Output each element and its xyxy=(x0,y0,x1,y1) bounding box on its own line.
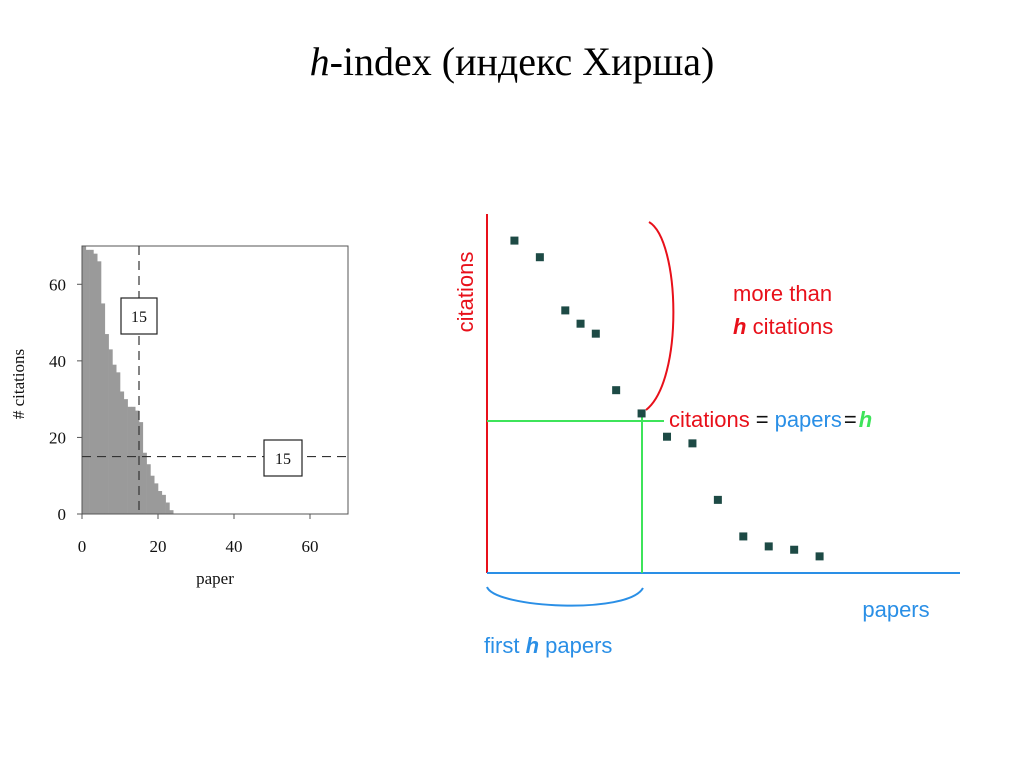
histogram-ticks: 0 20 40 60 0 20 40 60 xyxy=(49,275,319,556)
histogram-bar xyxy=(150,475,155,514)
y-tick-label: 0 xyxy=(58,505,67,524)
histogram-bar xyxy=(93,253,98,514)
h-value-top: 15 xyxy=(131,309,147,326)
histogram-bars xyxy=(82,246,174,515)
y-tick-label: 40 xyxy=(49,352,66,371)
more-than-label-line1: more than xyxy=(733,281,832,306)
paper-point xyxy=(739,532,748,541)
histogram-bar xyxy=(161,494,166,514)
y-tick-label: 20 xyxy=(49,428,66,447)
histogram-x-label: paper xyxy=(196,569,234,588)
paper-point xyxy=(764,542,773,551)
histogram-bar xyxy=(146,464,151,514)
eq-sign-2: = xyxy=(844,407,857,432)
eq-h: h xyxy=(859,407,872,432)
histogram-bar xyxy=(169,510,174,514)
histogram-bar xyxy=(158,491,163,514)
histogram-bar xyxy=(85,249,90,515)
histogram-bar xyxy=(120,391,125,514)
histogram-bar xyxy=(142,452,147,514)
histogram-frame xyxy=(81,245,349,515)
histogram-bar xyxy=(131,406,136,514)
citation-histogram: 0 20 40 60 0 20 40 60 15 15 paper # citations xyxy=(9,245,349,588)
eq-citations: citations xyxy=(669,407,750,432)
paper-point xyxy=(713,495,722,504)
paper-point xyxy=(815,552,824,561)
paper-point xyxy=(663,432,672,441)
eq-sign-1: = xyxy=(756,407,769,432)
histogram-bar xyxy=(123,399,128,514)
title-h: h xyxy=(309,39,330,84)
slide-title: h-index (индекс Хирша) xyxy=(0,38,1024,85)
more-than-h: h xyxy=(733,314,746,339)
histogram-y-label: # citations xyxy=(9,349,28,419)
equality-label: citations = papers=h xyxy=(669,407,872,432)
x-tick-label: 0 xyxy=(78,537,87,556)
first-papers: papers xyxy=(539,633,612,658)
h-value-right: 15 xyxy=(275,451,291,468)
first-h-papers-label: first h papers xyxy=(484,633,612,658)
x-tick-label: 20 xyxy=(150,537,167,556)
histogram-bar xyxy=(97,261,102,514)
paper-point xyxy=(576,319,585,328)
paper-point xyxy=(688,439,697,448)
paper-point xyxy=(561,306,570,315)
y-tick-label: 60 xyxy=(49,275,66,294)
histogram-bar xyxy=(165,502,170,514)
h-index-schematic: citations papers more than h citations c… xyxy=(453,214,960,658)
x-tick-label: 60 xyxy=(302,537,319,556)
paper-point xyxy=(591,329,600,338)
histogram-bar xyxy=(127,406,132,514)
more-than-h-bracket xyxy=(645,221,675,411)
citations-axis-label: citations xyxy=(453,252,478,333)
h-value-box-top xyxy=(120,297,158,335)
x-tick-label: 40 xyxy=(226,537,243,556)
paper-point xyxy=(510,236,519,245)
papers-axis-label: papers xyxy=(862,597,929,622)
histogram-bar xyxy=(82,246,87,514)
first-h: h xyxy=(526,633,539,658)
histogram-bar xyxy=(135,410,140,514)
paper-point xyxy=(612,386,621,395)
more-than-label-line2: h citations xyxy=(733,314,833,339)
histogram-bar xyxy=(108,349,113,514)
histogram-bar xyxy=(154,483,159,514)
eq-papers: papers xyxy=(775,407,842,432)
histogram-bar xyxy=(89,249,94,515)
h-value-box-right xyxy=(263,439,303,477)
histogram-bar xyxy=(112,364,117,514)
paper-point xyxy=(535,253,544,262)
histogram-bar xyxy=(116,372,121,514)
first-h-papers-bracket xyxy=(486,586,644,607)
paper-point xyxy=(790,545,799,554)
title-rest: -index (индекс Хирша) xyxy=(329,39,715,84)
more-than-citations: citations xyxy=(746,314,833,339)
histogram-bar xyxy=(101,303,106,514)
paper-point xyxy=(637,409,646,418)
paper-points xyxy=(510,236,824,561)
histogram-bar xyxy=(104,334,109,514)
histogram-bar xyxy=(139,422,144,514)
first-word: first xyxy=(484,633,526,658)
